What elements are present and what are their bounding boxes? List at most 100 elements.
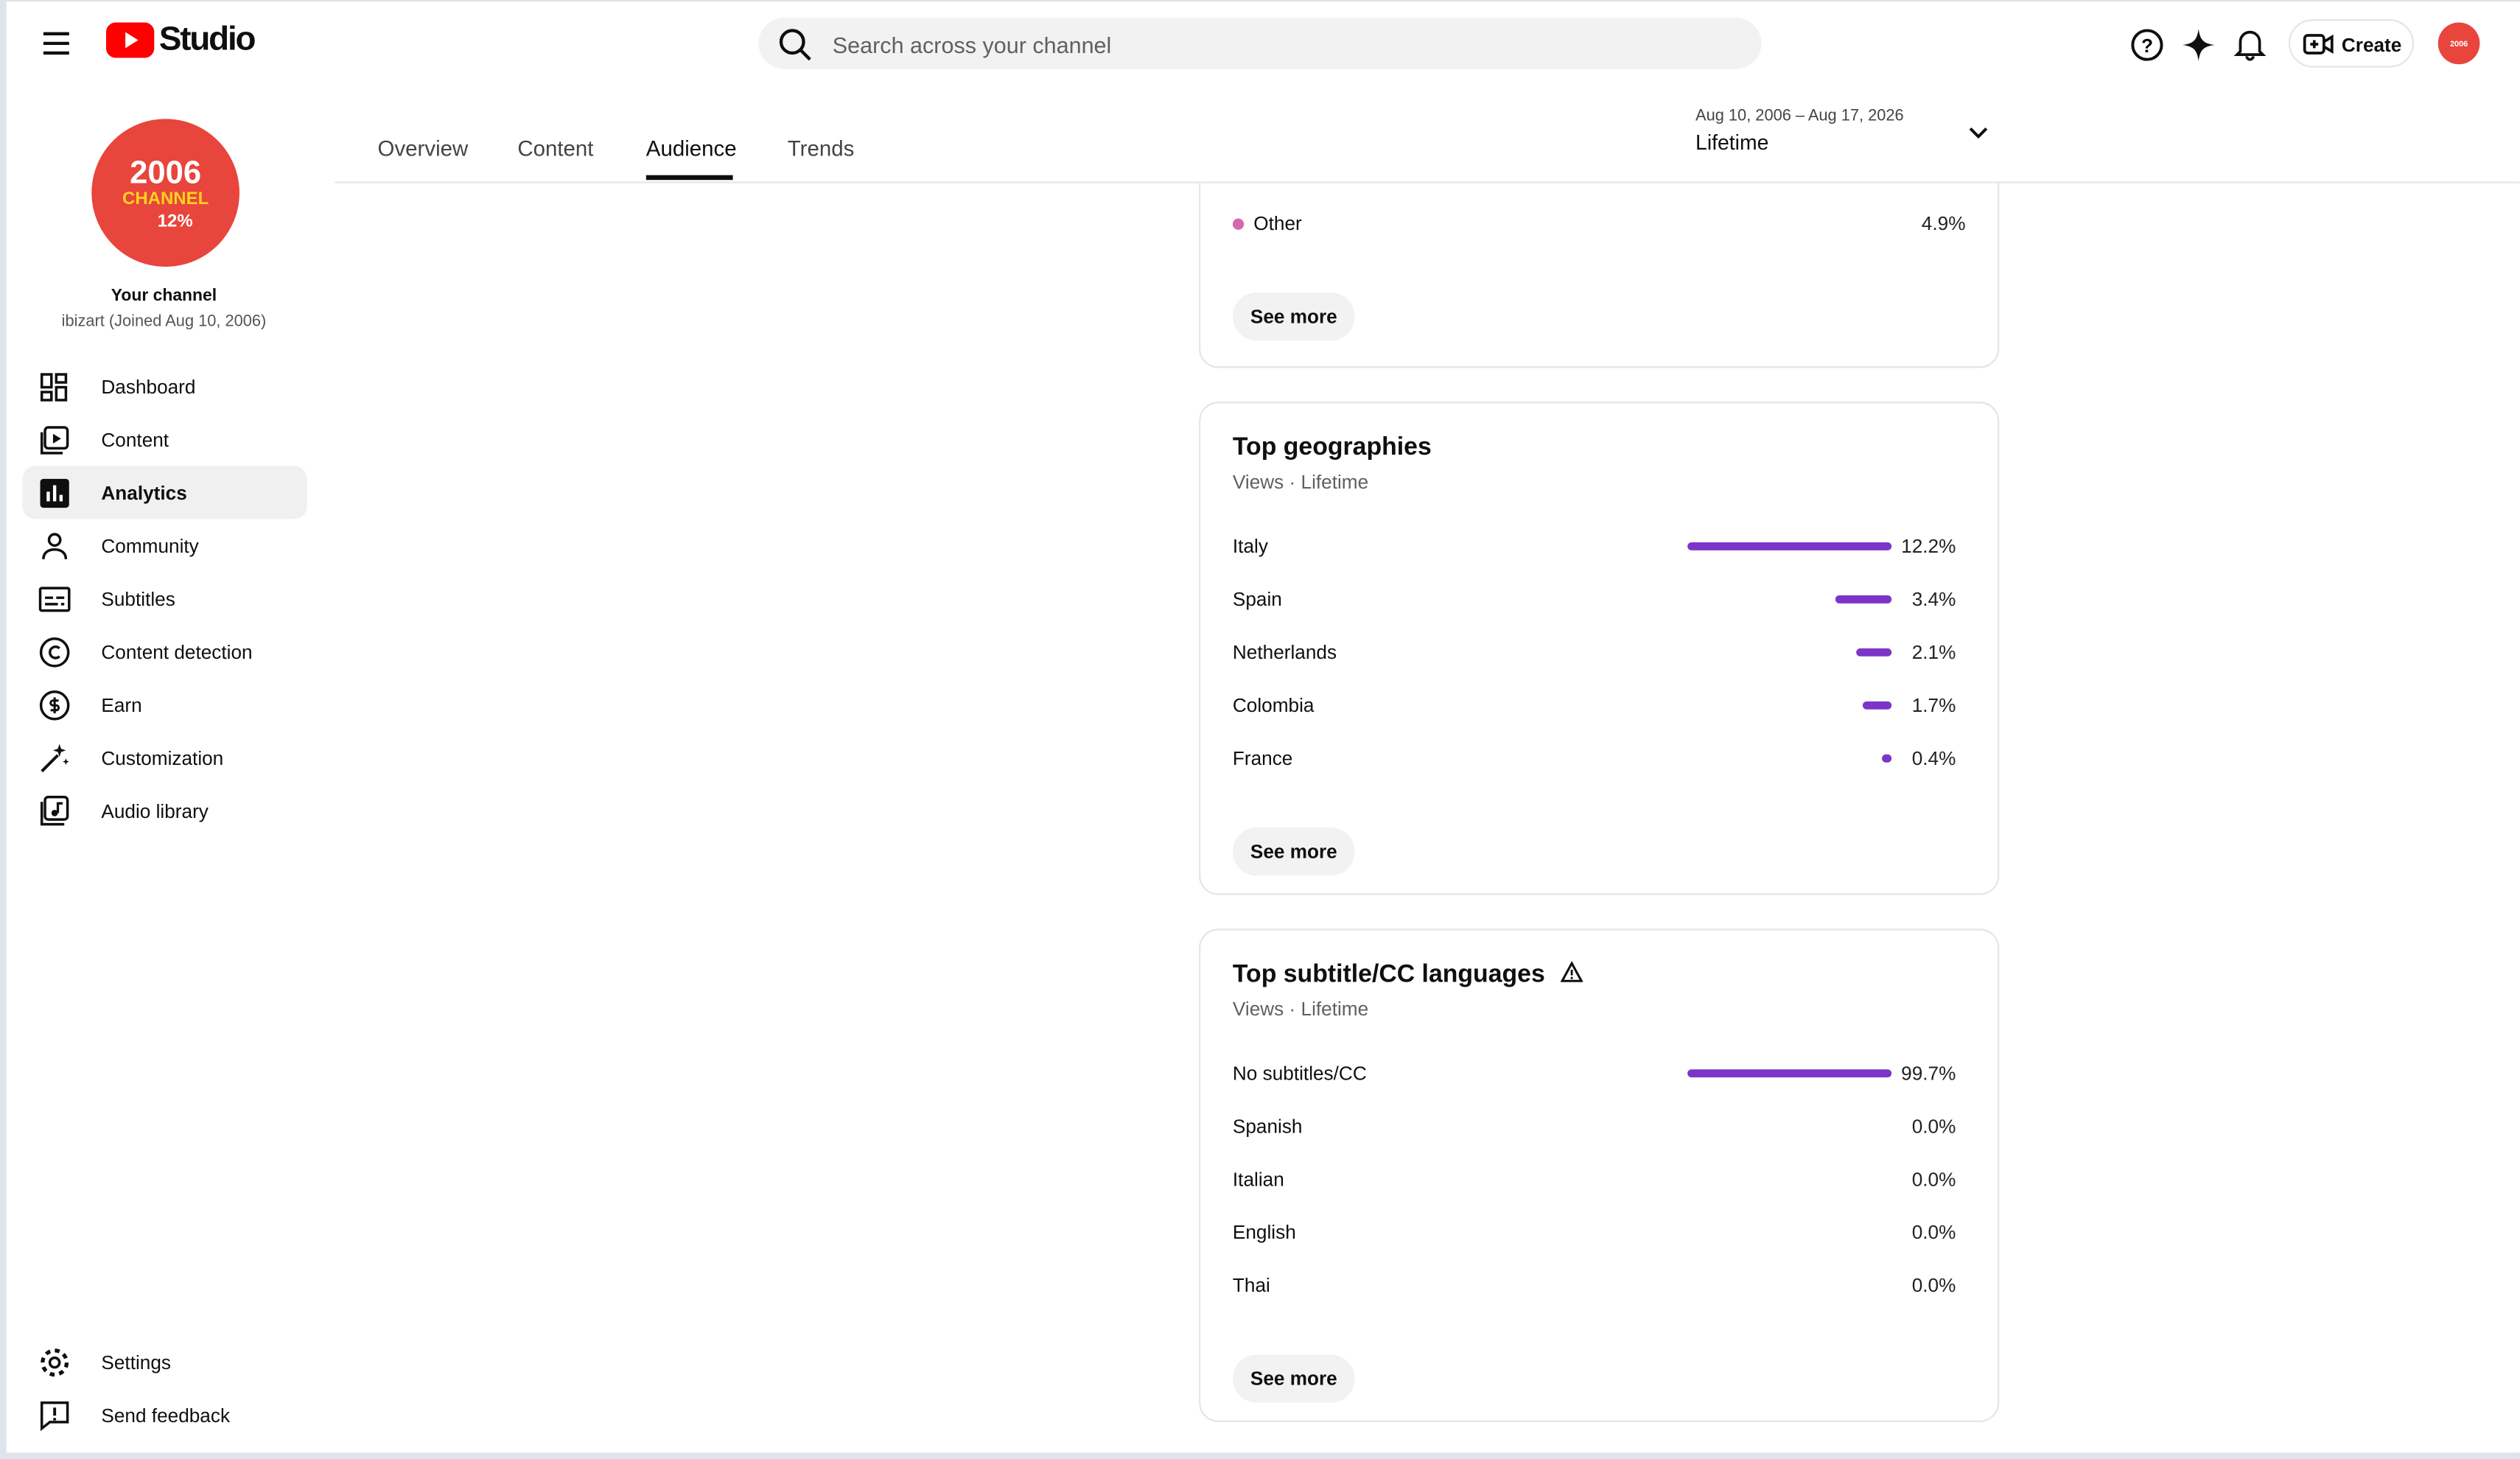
nav-label: Subtitles [101,588,175,611]
nav-item[interactable]: Subtitles [23,572,307,625]
window: Studio Search across your channel ? Crea… [6,1,2520,1453]
row-label: Spain [1232,588,1282,611]
account-avatar[interactable]: 2006 [2437,21,2482,66]
see-more-button[interactable]: See more [1232,828,1355,876]
create-label: Create [2341,33,2402,57]
logo-icon[interactable] [105,22,155,58]
legend-dot [1232,217,1245,229]
row-value: 0.0% [1911,1274,1956,1297]
card: Other 4.9% See more [1199,183,2000,368]
bar [1882,754,1892,763]
bar [1687,542,1892,550]
active-tab-indicator [645,175,733,181]
help-button[interactable]: ? [2129,27,2165,63]
row-value: 2.1% [1911,641,1956,664]
nav-item[interactable]: Community [23,519,307,572]
avatar-text: 12% [158,211,193,231]
date-period: Lifetime [1695,130,1769,155]
nav-icon [42,533,68,559]
row-label: English [1232,1221,1296,1244]
card-title: Top geographies [1232,433,1432,461]
nav-label: Earn [101,694,142,717]
row-label: Netherlands [1232,641,1337,664]
tab[interactable]: Content [517,136,594,161]
row-value: 99.7% [1901,1062,1956,1085]
bar [1856,648,1892,657]
row-value: 0.0% [1911,1168,1956,1191]
nav-item[interactable]: Send feedback [23,1388,307,1441]
notifications-button[interactable] [2233,26,2268,61]
nav-icon [39,690,70,721]
nav-label: Analytics [101,482,187,505]
nav-icon [40,373,68,402]
nav-label: Content [101,429,169,452]
nav-item[interactable]: Settings [23,1335,307,1388]
bar [1834,595,1892,603]
nav-item[interactable]: Earn [23,678,307,731]
nav-icon [40,795,69,826]
nav-label: Customization [101,746,224,770]
row-value: 1.7% [1911,694,1956,717]
nav-icon [40,426,69,455]
avatar-text: 2006 [130,155,201,191]
card-subtitle: Views · Lifetime [1232,470,1369,494]
search-placeholder: Search across your channel [832,32,1112,58]
ai-button[interactable] [2181,27,2216,63]
nav-label: Audio library [101,800,209,823]
tab[interactable]: Trends [787,136,855,161]
row-label: Other [1253,211,1302,235]
channel-name: Your channel [111,286,217,306]
nav-item[interactable]: Customization [23,731,307,784]
bar [1687,1069,1892,1078]
row-value: 3.4% [1911,588,1956,611]
logo-text[interactable]: Studio [158,21,256,58]
warning-icon[interactable] [1561,961,1584,984]
nav-item[interactable]: Analytics [22,466,307,519]
nav-label: Dashboard [101,376,196,399]
channel-avatar[interactable]: 2006 CHANNEL 12% [90,117,241,268]
nav-icon [40,478,69,508]
row-value: 0.0% [1911,1221,1956,1244]
nav-icon [41,744,69,773]
tab[interactable]: Audience [645,136,737,161]
nav-item[interactable]: Content detection [23,625,307,678]
row-value: 4.9% [1921,211,1966,235]
nav-item[interactable]: Dashboard [23,360,307,413]
avatar-text: CHANNEL [122,189,209,209]
card-title: Top subtitle/CC languages [1233,961,1584,990]
tab[interactable]: Overview [377,136,469,161]
nav-icon [40,1401,69,1432]
create-icon [2303,34,2334,55]
svg-text:?: ? [2141,35,2153,57]
date-dropdown[interactable] [1965,121,1991,147]
menu-button[interactable] [38,27,74,60]
date-range: Aug 10, 2006 – Aug 17, 2026 [1695,108,1904,126]
create-button[interactable]: Create [2288,19,2415,68]
nav-item[interactable]: Audio library [23,784,307,837]
nav-label: Send feedback [101,1404,231,1427]
card: Top geographies Views · Lifetime Italy 12.2… [1199,402,2000,895]
see-more-button[interactable]: See more [1232,292,1355,341]
nav-item[interactable]: Content [23,413,307,466]
card: Top subtitle/CC languages Views · Lifetim… [1199,928,2000,1422]
nav-icon [41,1348,69,1377]
row-value: 12.2% [1901,535,1956,558]
nav-icon [39,637,70,668]
nav-label: Content detection [101,641,253,664]
nav-icon [38,587,71,612]
svg-text:2006: 2006 [2450,40,2468,49]
row-label: Italy [1232,535,1268,558]
search-box[interactable]: Search across your channel [758,17,1762,69]
channel-handle: ibizart (Joined Aug 10, 2006) [61,313,267,332]
row-label: No subtitles/CC [1232,1062,1367,1085]
nav-label: Community [101,535,199,558]
row-value: 0.0% [1911,1115,1956,1138]
row-label: Thai [1232,1274,1270,1297]
row-value: 0.4% [1911,746,1956,770]
row-label: Spanish [1232,1115,1303,1138]
see-more-button[interactable]: See more [1232,1354,1355,1403]
search-icon [779,29,811,61]
card-subtitle: Views · Lifetime [1232,998,1369,1021]
nav-label: Settings [101,1351,171,1374]
